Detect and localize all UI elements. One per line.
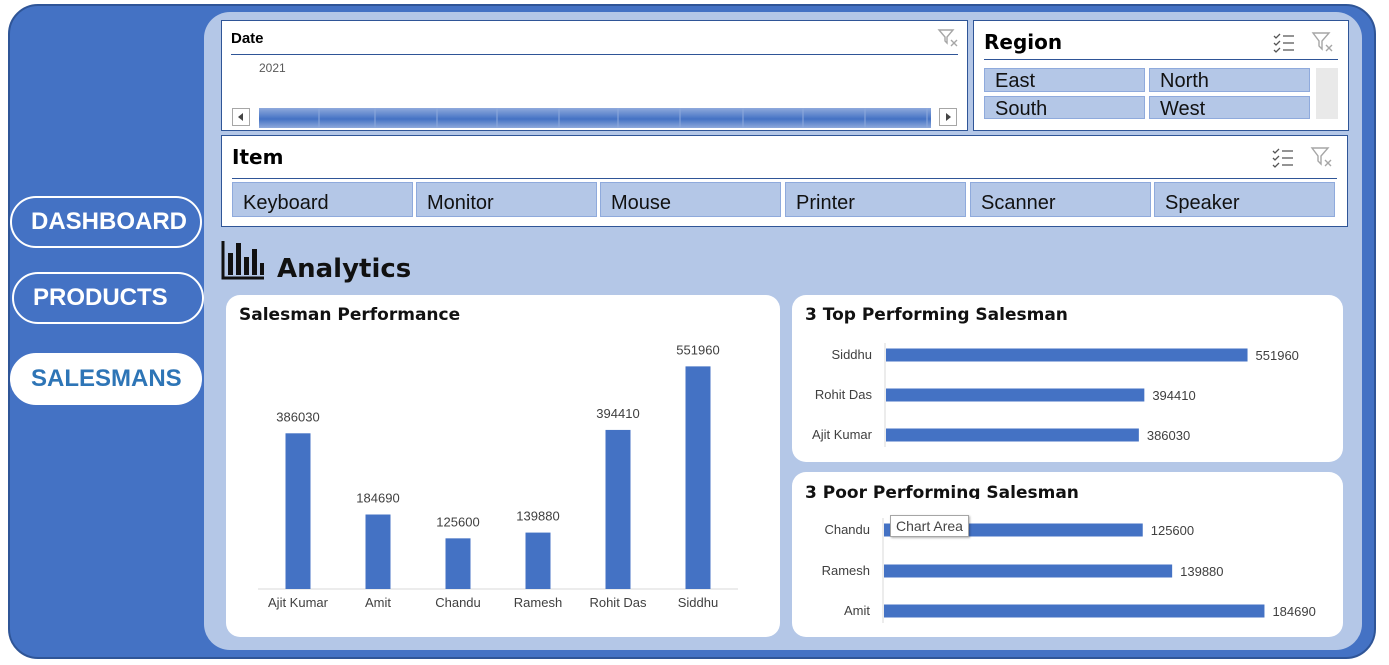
data-label: 125600 xyxy=(436,514,479,529)
bar xyxy=(605,429,631,589)
timeline-ticks xyxy=(318,108,928,128)
category-label: Ajit Kumar xyxy=(268,595,329,610)
multi-select-icon[interactable] xyxy=(1272,31,1296,53)
data-label: 125600 xyxy=(1151,523,1194,538)
category-label: Ajit Kumar xyxy=(812,427,873,442)
item-keyboard-button[interactable]: Keyboard xyxy=(232,182,413,217)
item-speaker-button[interactable]: Speaker xyxy=(1154,182,1335,217)
triangle-left-icon xyxy=(238,113,243,121)
multi-select-icon[interactable] xyxy=(1271,146,1295,168)
filter-clear-icon[interactable] xyxy=(1310,146,1334,168)
region-slicer[interactable]: Region East North South West xyxy=(973,20,1349,131)
top-salesman-chart[interactable]: Siddhu 551960 Rohit Das 394410 Ajit Kumar 386… xyxy=(792,295,1343,462)
region-slicer-divider xyxy=(984,59,1338,60)
timeline-scroll-right-button[interactable] xyxy=(939,108,957,126)
date-slicer-divider xyxy=(231,54,958,55)
category-label: Siddhu xyxy=(832,347,872,362)
data-label: 386030 xyxy=(276,409,319,424)
data-label: 394410 xyxy=(1152,388,1195,403)
poor-salesman-chart[interactable]: Chandu 125600 Ramesh 139880 Amit 184690 xyxy=(792,472,1343,637)
salesman-performance-chart[interactable]: 386030 Ajit Kumar 184690 Amit 125600 Chandu 13… xyxy=(226,295,780,637)
data-label: 394410 xyxy=(596,406,639,421)
timeline-scroll-left-button[interactable] xyxy=(232,108,250,126)
bar xyxy=(445,538,471,589)
salesman-performance-card[interactable]: Salesman Performance 386030 Ajit Kumar 184… xyxy=(226,295,780,637)
category-label: Amit xyxy=(844,603,870,618)
region-west-button[interactable]: West xyxy=(1149,96,1310,119)
bar xyxy=(365,514,391,589)
item-slicer-title: Item xyxy=(232,145,284,169)
filter-clear-icon[interactable] xyxy=(1311,31,1335,53)
nav-products-button[interactable]: PRODUCTS xyxy=(12,272,204,324)
data-label: 386030 xyxy=(1147,428,1190,443)
item-scanner-button[interactable]: Scanner xyxy=(970,182,1151,217)
poor-salesman-card[interactable]: 3 Poor Performing Salesman Chandu 125600 R… xyxy=(792,472,1343,637)
date-slicer[interactable]: Date 2021 JANFEBMARAPRMAYJUNJULAUGSEPOCT… xyxy=(221,20,968,131)
chart-area-tooltip: Chart Area xyxy=(890,515,969,537)
triangle-right-icon xyxy=(946,113,951,121)
region-south-button[interactable]: South xyxy=(984,96,1145,119)
data-label: 139880 xyxy=(516,509,559,524)
bar xyxy=(884,604,1265,618)
analytics-heading: Analytics xyxy=(277,254,412,284)
bar xyxy=(685,366,711,589)
poor-salesman-title: 3 Poor Performing Salesman xyxy=(805,483,1079,499)
date-slicer-title: Date xyxy=(231,30,264,47)
category-label: Rohit Das xyxy=(589,595,647,610)
item-printer-button[interactable]: Printer xyxy=(785,182,966,217)
category-label: Ramesh xyxy=(514,595,562,610)
item-monitor-button[interactable]: Monitor xyxy=(416,182,597,217)
item-slicer-divider xyxy=(232,178,1337,179)
category-label: Ramesh xyxy=(822,563,870,578)
region-scrollbar[interactable] xyxy=(1316,68,1338,119)
bar xyxy=(886,348,1248,362)
nav-dashboard-button[interactable]: DASHBOARD xyxy=(10,196,202,248)
timeline-year: 2021 xyxy=(259,61,286,75)
bar xyxy=(886,388,1145,402)
bar xyxy=(285,433,311,589)
bar xyxy=(884,564,1173,578)
category-label: Chandu xyxy=(824,522,870,537)
filter-clear-icon[interactable] xyxy=(937,28,959,48)
data-label: 551960 xyxy=(1256,348,1299,363)
nav-salesmans-button[interactable]: SALESMANS xyxy=(10,353,202,405)
data-label: 139880 xyxy=(1180,564,1223,579)
bar xyxy=(525,532,551,589)
region-east-button[interactable]: East xyxy=(984,68,1145,92)
item-slicer[interactable]: Item Keyboard Monitor Mouse Printer Scan… xyxy=(221,135,1348,227)
top-salesman-card[interactable]: 3 Top Performing Salesman Siddhu 551960 Ro… xyxy=(792,295,1343,462)
data-label: 184690 xyxy=(356,491,399,506)
category-label: Chandu xyxy=(435,595,481,610)
category-label: Rohit Das xyxy=(815,387,873,402)
bar xyxy=(886,428,1139,442)
timeline-selection-bar[interactable] xyxy=(259,108,931,128)
salesman-performance-title: Salesman Performance xyxy=(239,305,461,325)
region-north-button[interactable]: North xyxy=(1149,68,1310,92)
bar-chart-icon xyxy=(221,241,264,280)
region-slicer-title: Region xyxy=(984,30,1063,54)
data-label: 551960 xyxy=(676,342,719,357)
category-label: Amit xyxy=(365,595,391,610)
category-label: Siddhu xyxy=(678,595,718,610)
item-mouse-button[interactable]: Mouse xyxy=(600,182,781,217)
data-label: 184690 xyxy=(1272,604,1315,619)
top-salesman-title: 3 Top Performing Salesman xyxy=(805,305,1068,325)
